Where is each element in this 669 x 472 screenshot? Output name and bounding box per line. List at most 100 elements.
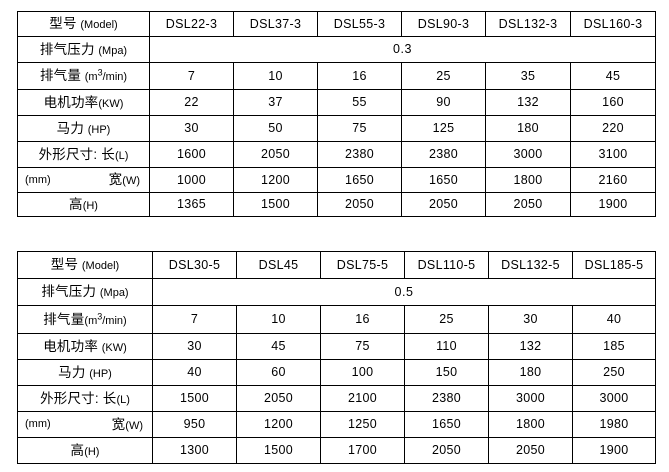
cell-flow-4: 25	[404, 305, 489, 334]
cell-model-3: DSL75-5	[320, 251, 405, 279]
cell-width-6: 1980	[572, 411, 656, 438]
cell-model-3: DSL55-3	[317, 11, 402, 37]
cell-height-4: 2050	[404, 437, 489, 464]
row-label-power: 电机功率 (KW)	[17, 333, 153, 360]
cell-width-2: 1200	[233, 167, 318, 193]
table-row-width: (mm) 宽(W) 950 1200 1250 1650 1800 1980	[17, 411, 656, 438]
cell-horsepower-3: 75	[317, 115, 402, 142]
table-row-power: 电机功率(KW) 22 37 55 90 132 160	[17, 89, 656, 116]
table-row-horsepower: 马力 (HP) 40 60 100 150 180 250	[17, 359, 656, 386]
cell-flow-2: 10	[236, 305, 321, 334]
cell-pressure-span: 0.5	[152, 278, 656, 306]
unit-mm-label: (mm)	[25, 418, 51, 431]
cell-model-1: DSL30-5	[152, 251, 237, 279]
cell-model-4: DSL110-5	[404, 251, 489, 279]
cell-length-5: 3000	[488, 385, 573, 412]
table-row-model: 型号 (Model) DSL22-3 DSL37-3 DSL55-3 DSL90…	[17, 11, 656, 37]
cell-horsepower-1: 40	[152, 359, 237, 386]
table-row-flow: 排气量 (m3/min) 7 10 16 25 35 45	[17, 62, 656, 90]
cell-power-4: 90	[401, 89, 486, 116]
cell-horsepower-2: 60	[236, 359, 321, 386]
table-row-model: 型号 (Model) DSL30-5 DSL45 DSL75-5 DSL110-…	[17, 251, 656, 279]
cell-height-2: 1500	[236, 437, 321, 464]
row-label-flow: 排气量 (m3/min)	[17, 62, 150, 90]
row-label-width: (mm) 宽(W)	[17, 411, 153, 438]
cell-power-3: 55	[317, 89, 402, 116]
row-label-horsepower: 马力 (HP)	[17, 115, 150, 142]
spec-table-0-3mpa: 型号 (Model) DSL22-3 DSL37-3 DSL55-3 DSL90…	[17, 11, 656, 217]
table-row-length: 外形尺寸: 长(L) 1500 2050 2100 2380 3000 3000	[17, 385, 656, 412]
row-label-horsepower: 马力 (HP)	[17, 359, 153, 386]
table-row-pressure: 排气压力 (Mpa) 0.3	[17, 36, 656, 63]
table-row-horsepower: 马力 (HP) 30 50 75 125 180 220	[17, 115, 656, 142]
cell-width-3: 1250	[320, 411, 405, 438]
cell-flow-5: 35	[485, 62, 571, 90]
cell-width-6: 2160	[570, 167, 656, 193]
cell-height-1: 1365	[149, 192, 234, 217]
cell-length-3: 2100	[320, 385, 405, 412]
cell-horsepower-3: 100	[320, 359, 405, 386]
cell-horsepower-6: 250	[572, 359, 656, 386]
cell-length-1: 1600	[149, 141, 234, 168]
cell-width-5: 1800	[488, 411, 573, 438]
row-label-height: 高(H)	[17, 437, 153, 464]
cell-flow-6: 45	[570, 62, 656, 90]
cell-height-6: 1900	[570, 192, 656, 217]
cell-power-1: 22	[149, 89, 234, 116]
cell-horsepower-4: 125	[401, 115, 486, 142]
cell-flow-4: 25	[401, 62, 486, 90]
row-label-model: 型号 (Model)	[17, 11, 150, 37]
row-label-length: 外形尺寸: 长(L)	[17, 385, 153, 412]
cell-flow-1: 7	[149, 62, 234, 90]
unit-mm-label: (mm)	[25, 173, 51, 186]
cell-model-2: DSL45	[236, 251, 321, 279]
cell-height-4: 2050	[401, 192, 486, 217]
table-row-pressure: 排气压力 (Mpa) 0.5	[17, 278, 656, 306]
cell-flow-1: 7	[152, 305, 237, 334]
table-row-height: 高(H) 1300 1500 1700 2050 2050 1900	[17, 437, 656, 464]
cell-power-1: 30	[152, 333, 237, 360]
cell-height-6: 1900	[572, 437, 656, 464]
cell-length-1: 1500	[152, 385, 237, 412]
cell-length-4: 2380	[401, 141, 486, 168]
cell-width-3: 1650	[317, 167, 402, 193]
cell-height-5: 2050	[485, 192, 571, 217]
cell-power-3: 75	[320, 333, 405, 360]
cell-power-6: 160	[570, 89, 656, 116]
cell-model-6: DSL185-5	[572, 251, 656, 279]
cell-width-4: 1650	[401, 167, 486, 193]
cell-height-2: 1500	[233, 192, 318, 217]
cell-width-4: 1650	[404, 411, 489, 438]
cell-width-2: 1200	[236, 411, 321, 438]
cell-model-5: DSL132-3	[485, 11, 571, 37]
cell-power-2: 37	[233, 89, 318, 116]
cell-horsepower-1: 30	[149, 115, 234, 142]
cell-flow-6: 40	[572, 305, 656, 334]
cell-model-4: DSL90-3	[401, 11, 486, 37]
cell-model-2: DSL37-3	[233, 11, 318, 37]
cell-pressure-span: 0.3	[149, 36, 656, 63]
table-row-length: 外形尺寸: 长(L) 1600 2050 2380 2380 3000 3100	[17, 141, 656, 168]
cell-height-3: 1700	[320, 437, 405, 464]
table-row-width: (mm) 宽(W) 1000 1200 1650 1650 1800 2160	[17, 167, 656, 193]
table-row-height: 高(H) 1365 1500 2050 2050 2050 1900	[17, 192, 656, 217]
cell-model-6: DSL160-3	[570, 11, 656, 37]
cell-length-5: 3000	[485, 141, 571, 168]
cell-horsepower-6: 220	[570, 115, 656, 142]
cell-power-5: 132	[485, 89, 571, 116]
row-label-pressure: 排气压力 (Mpa)	[17, 36, 150, 63]
cell-length-3: 2380	[317, 141, 402, 168]
cell-flow-3: 16	[320, 305, 405, 334]
row-label-length: 外形尺寸: 长(L)	[17, 141, 150, 168]
cell-height-3: 2050	[317, 192, 402, 217]
spec-table-0-5mpa: 型号 (Model) DSL30-5 DSL45 DSL75-5 DSL110-…	[17, 251, 656, 464]
cell-flow-2: 10	[233, 62, 318, 90]
cell-width-5: 1800	[485, 167, 571, 193]
cell-power-6: 185	[572, 333, 656, 360]
cell-horsepower-5: 180	[485, 115, 571, 142]
cell-height-1: 1300	[152, 437, 237, 464]
cell-horsepower-5: 180	[488, 359, 573, 386]
cell-height-5: 2050	[488, 437, 573, 464]
cell-model-1: DSL22-3	[149, 11, 234, 37]
